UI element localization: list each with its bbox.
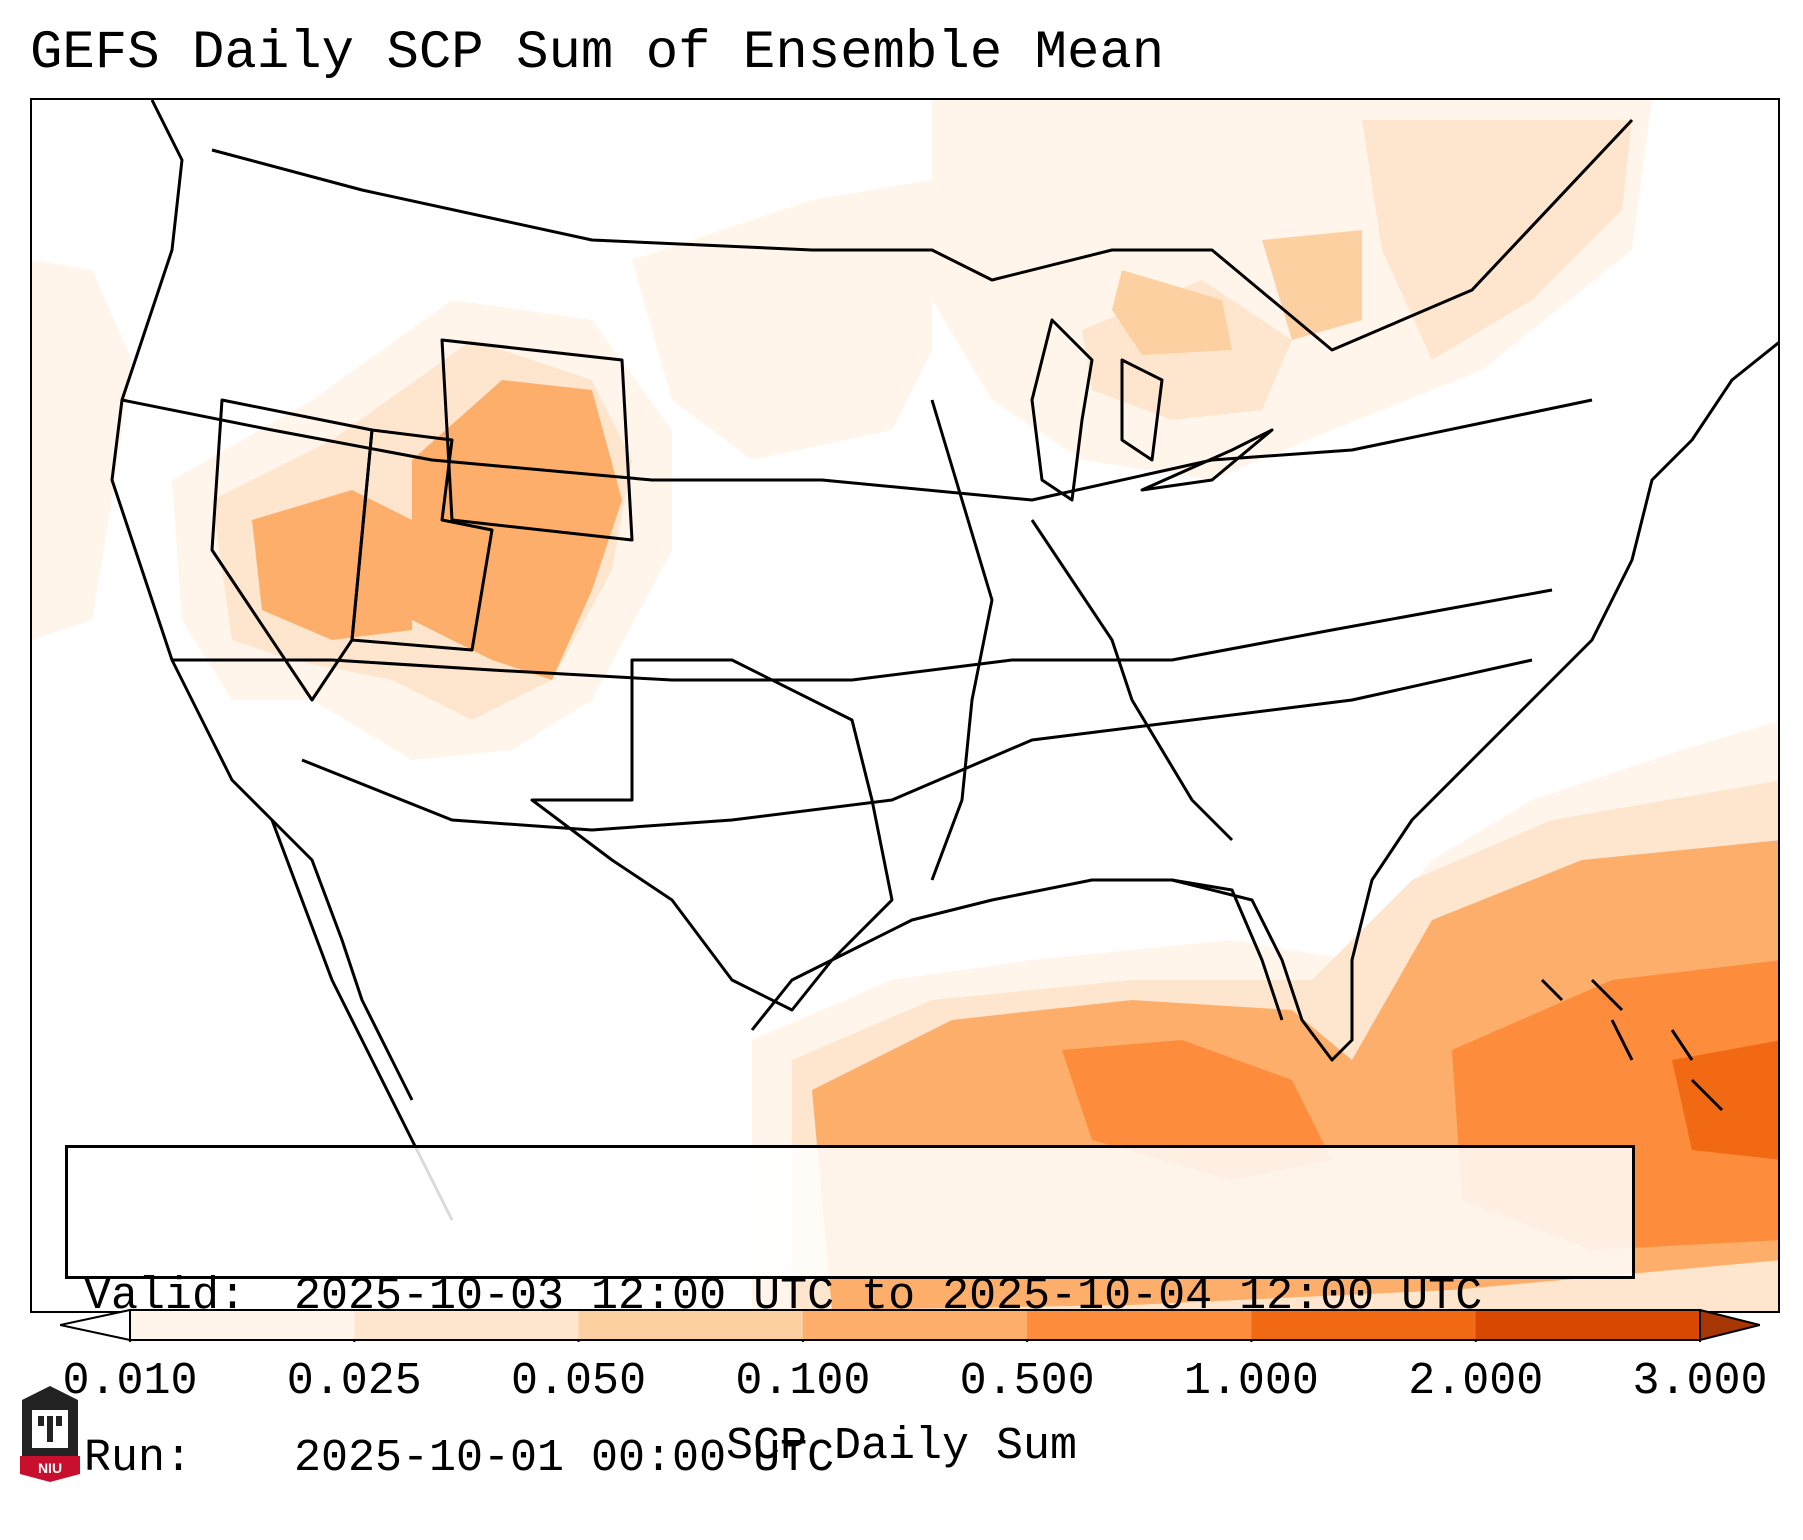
colorbar-tick-label: 0.500 [959,1356,1095,1407]
shade-lake-superior [1112,270,1232,355]
valid-run-info-box: Valid: 2025-10-03 12:00 UTC to 2025-10-0… [65,1145,1635,1484]
colorbar-tick-label: 1.000 [1183,1356,1319,1407]
colorbar-extend-high [1699,1308,1760,1342]
colorbar-segment [578,1310,804,1340]
shade-bahamas-peak [1672,1040,1778,1160]
central-line [172,588,1553,682]
logo-text: NIU [38,1460,62,1476]
gulf-coast-line [750,341,1778,1062]
appalachian-line [1030,519,1234,842]
nevada-line [210,398,374,702]
niu-logo-icon: NIU [20,1386,80,1482]
shade-quebec [1362,120,1632,360]
colorbar-tick-label: 2.000 [1408,1356,1544,1407]
mississippi-line [930,399,994,881]
colorbar-label: SCP Daily Sum [725,1421,1078,1472]
lake-michigan-line [1030,318,1094,502]
canada-border-line [211,118,1634,352]
baja-peninsula-line [270,818,414,1101]
colorbar-segment [130,1310,355,1340]
colorbar-tick-label: 0.010 [62,1356,198,1407]
texas-line [530,658,894,1012]
shade-great-basin [252,490,412,640]
colorbar-tick-label: 3.000 [1632,1356,1768,1407]
colorbar-segment [1027,1310,1252,1340]
colorbar-tick-label: 0.025 [286,1356,422,1407]
colorbar [60,1308,1760,1342]
southern-line [301,658,1533,832]
map-outlines [110,100,1778,1221]
run-label: Run: [84,1433,193,1484]
scp-map [32,100,1778,1311]
colorbar-segment [354,1310,580,1340]
scp-shading [32,100,1778,1311]
colorbar-tick-label: 0.100 [735,1356,871,1407]
colorbar-segment [802,1310,1028,1340]
colorbar-outline [129,1309,1701,1341]
florida-line [1171,878,1284,1021]
island-outline [1590,978,1624,1012]
colorbar-extend-low [60,1308,131,1342]
island-outline [1670,1029,1694,1061]
colorbar-segment [1251,1310,1477,1340]
lake-erie-line [1140,428,1274,492]
run-row: Run: 2025-10-01 00:00 UTC [84,1432,1632,1486]
run-value: 2025-10-01 00:00 UTC [294,1433,835,1484]
bahamas-islands [1540,978,1724,1112]
island-outline [1540,978,1564,1002]
page-title: GEFS Daily SCP Sum of Ensemble Mean [30,23,1165,84]
island-outline [1690,1078,1724,1112]
lake-huron-line [1120,358,1164,462]
colorbar-segment [1475,1310,1701,1340]
shade-northern-plains [632,180,932,460]
island-outline [1610,1019,1634,1061]
shade-pacific-west [32,260,132,640]
shade-utah-wyoming [412,380,622,680]
colorbar-tick-label: 0.050 [511,1356,647,1407]
map-panel [30,98,1780,1313]
northern-tier-line [121,398,1593,502]
